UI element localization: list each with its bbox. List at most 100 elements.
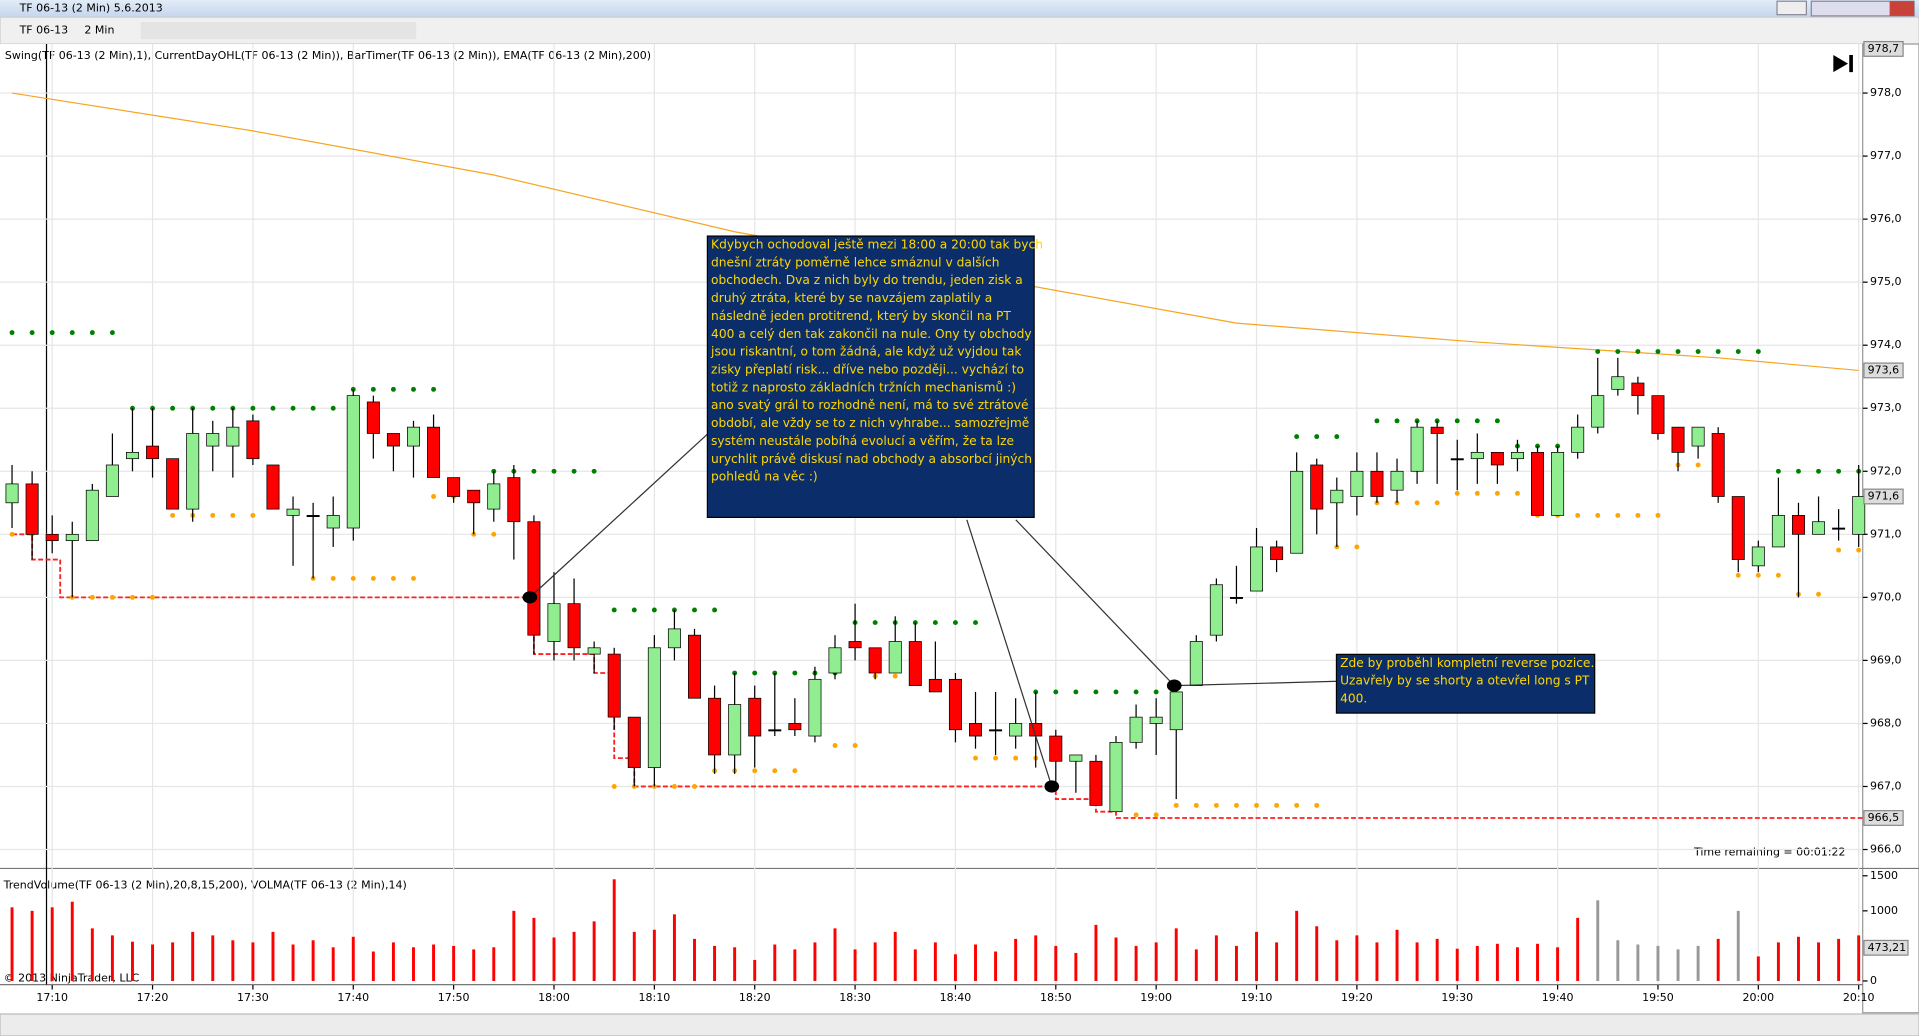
candle-body bbox=[1290, 470, 1304, 554]
candle-body bbox=[667, 628, 681, 649]
close-button[interactable] bbox=[1889, 1, 1915, 16]
swing-dot bbox=[1575, 512, 1581, 518]
candle-body bbox=[226, 426, 240, 447]
volume-bar bbox=[1576, 917, 1580, 981]
candle-body bbox=[1551, 452, 1565, 516]
price-label-box bbox=[1863, 362, 1904, 379]
swing-dot bbox=[250, 405, 256, 411]
swing-dot bbox=[1595, 512, 1601, 518]
annotation-text: 400 a celý den tak zakončil na nule. Ony… bbox=[711, 327, 1032, 341]
volume-tick-label: 1500 bbox=[1870, 869, 1898, 882]
annotation-text: Uzavřely by se shorty a otevřel long s P… bbox=[1340, 674, 1590, 688]
volume-bar bbox=[131, 941, 134, 981]
swing-dot bbox=[932, 620, 938, 626]
instrument-selector[interactable]: TF 06-13 bbox=[19, 24, 69, 37]
volume-bar bbox=[171, 942, 175, 981]
candle-body bbox=[567, 603, 581, 649]
swing-dot bbox=[852, 743, 858, 748]
volume-bar bbox=[994, 951, 998, 981]
volume-bar bbox=[391, 942, 395, 981]
interval-selector[interactable]: 2 Min bbox=[84, 24, 114, 37]
volume-bar bbox=[713, 945, 717, 981]
swing-dot bbox=[1213, 802, 1219, 808]
swing-dot bbox=[9, 330, 15, 336]
volume-bar bbox=[271, 931, 275, 981]
volume-bar bbox=[351, 936, 355, 981]
swing-dot bbox=[270, 405, 276, 411]
y-tick-label: 978,0 bbox=[1870, 86, 1902, 99]
link-button[interactable] bbox=[1776, 0, 1808, 16]
swing-dot bbox=[210, 512, 216, 518]
volume-bar bbox=[251, 942, 255, 981]
swing-dot bbox=[651, 607, 657, 613]
volume-bar bbox=[632, 931, 636, 981]
swing-dot bbox=[1515, 490, 1520, 496]
x-tick-label: 19:10 bbox=[1241, 991, 1273, 1004]
price-axis bbox=[1862, 43, 1919, 1014]
scrollbar[interactable] bbox=[0, 1013, 1919, 1036]
volume-bar bbox=[1455, 948, 1459, 981]
candle-body bbox=[1611, 376, 1625, 390]
swing-dot bbox=[1775, 572, 1781, 578]
swing-dot bbox=[290, 405, 296, 411]
x-tick-label: 18:10 bbox=[638, 991, 670, 1004]
volume-bar bbox=[1275, 942, 1279, 981]
candle-body bbox=[908, 641, 922, 686]
go-to-end[interactable] bbox=[1833, 55, 1853, 73]
annotation-leader bbox=[1015, 519, 1175, 687]
volume-bar bbox=[873, 942, 877, 981]
candle-body bbox=[407, 426, 420, 447]
candle-body bbox=[1571, 426, 1585, 453]
swing-dot bbox=[491, 531, 497, 537]
volume-bar bbox=[1515, 947, 1519, 981]
x-tick-label: 17:20 bbox=[137, 991, 169, 1004]
y-tick-label: 974,0 bbox=[1870, 338, 1902, 351]
annotation-point bbox=[1166, 679, 1182, 692]
candle-body bbox=[105, 464, 119, 497]
candle-body bbox=[1370, 470, 1384, 497]
candle-body bbox=[5, 483, 19, 504]
toolbar-icons[interactable] bbox=[140, 22, 417, 40]
volume-bar bbox=[1696, 945, 1700, 981]
volume-bar bbox=[1716, 938, 1720, 981]
candle-body bbox=[366, 401, 380, 434]
swing-dot bbox=[1454, 418, 1460, 424]
swing-dot bbox=[1735, 572, 1741, 578]
price-label: 973,6 bbox=[1868, 363, 1900, 376]
candle-body bbox=[25, 483, 39, 535]
annotation-text: následně jeden protitrend, který by skon… bbox=[711, 309, 1011, 323]
candle-body bbox=[166, 458, 180, 510]
candle-body bbox=[1430, 426, 1444, 434]
candle-body bbox=[1310, 464, 1324, 510]
candle-body bbox=[748, 697, 762, 737]
candle-body bbox=[1089, 760, 1103, 806]
volume-bar bbox=[1797, 936, 1800, 981]
swing-dot bbox=[591, 468, 597, 474]
annotation-leader bbox=[966, 519, 1053, 787]
volume-bar bbox=[1616, 940, 1620, 981]
swing-dot bbox=[671, 784, 677, 789]
swing-dot bbox=[571, 468, 577, 474]
candle-body bbox=[146, 445, 160, 460]
annotation-text: dnešní ztráty poměrně lehce smáznul v da… bbox=[711, 255, 999, 269]
y-tick-label: 973,0 bbox=[1870, 401, 1902, 414]
swing-dot bbox=[1294, 434, 1300, 440]
annotation-text: období, ale vždy se to z nich vyhrabe...… bbox=[711, 416, 1029, 430]
volume-bar bbox=[1054, 945, 1058, 981]
volume-bar bbox=[733, 947, 737, 981]
candle-body bbox=[1129, 716, 1143, 743]
volume-bar bbox=[793, 949, 797, 981]
candle-body bbox=[928, 678, 942, 693]
swing-dot bbox=[130, 594, 135, 600]
swing-dot bbox=[330, 405, 336, 411]
candle-body bbox=[1270, 546, 1284, 560]
swing-dot bbox=[1715, 349, 1721, 354]
volume-bar bbox=[612, 879, 616, 981]
swing-dot bbox=[1133, 689, 1139, 695]
volume-bar bbox=[1194, 949, 1198, 981]
swing-dot bbox=[611, 784, 617, 789]
candle-body bbox=[1390, 470, 1404, 491]
volume-bar bbox=[1335, 940, 1339, 981]
volume-bar bbox=[1817, 942, 1821, 981]
candle-body bbox=[788, 723, 802, 731]
